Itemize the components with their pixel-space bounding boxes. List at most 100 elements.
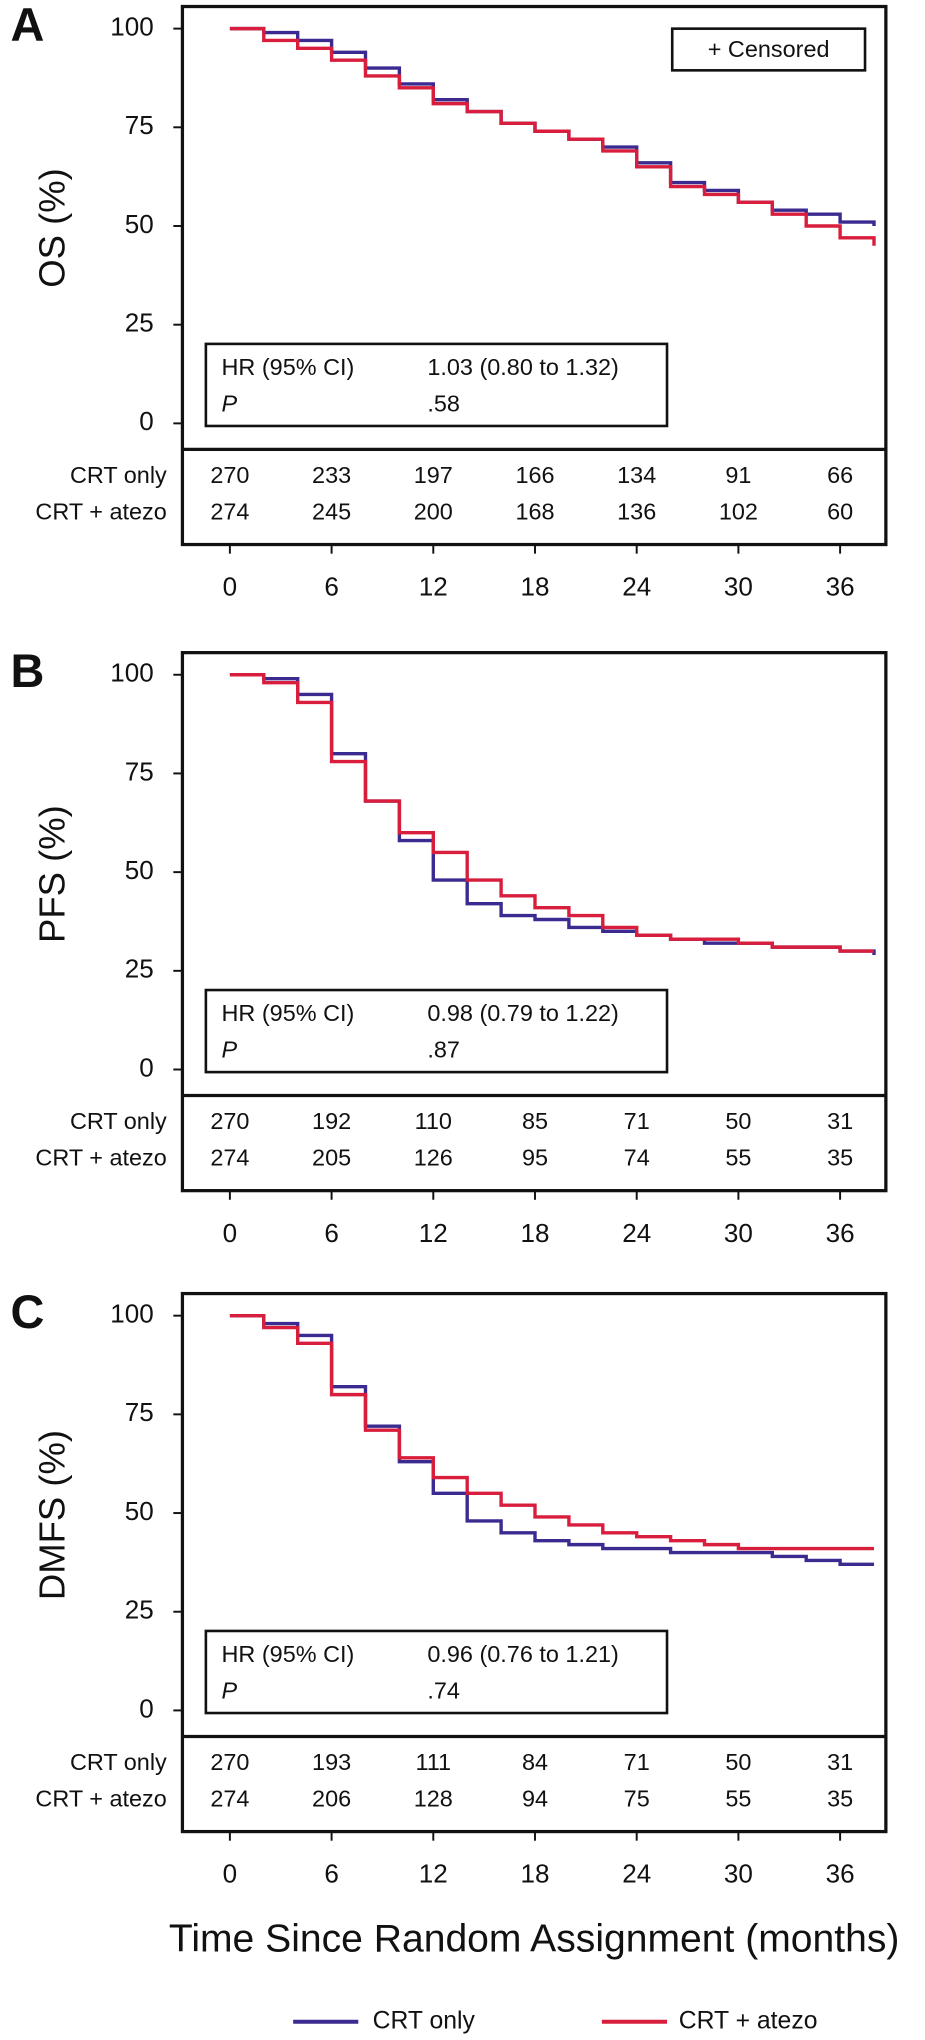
at-risk-value: 91 [725,462,751,488]
y-tick-label: 75 [125,756,154,786]
at-risk-value: 35 [827,1145,853,1171]
at-risk-value: 60 [827,498,853,524]
at-risk-value: 71 [624,1108,650,1134]
at-risk-value: 110 [415,1108,452,1134]
y-axis-label: DMFS (%) [31,1430,72,1600]
x-tick-label: 0 [223,1859,238,1889]
at-risk-value: 50 [725,1749,751,1775]
at-risk-value: 245 [312,498,351,524]
y-tick-label: 50 [125,855,154,885]
y-tick-label: 100 [110,11,153,41]
at-risk-value: 270 [210,462,249,488]
at-risk-value: 85 [522,1108,548,1134]
y-axis-label: OS (%) [31,168,72,288]
at-risk-value: 193 [312,1749,351,1775]
censored-legend: + Censored [708,36,830,62]
x-tick-label: 18 [521,1859,550,1889]
at-risk-value: 274 [210,1145,249,1171]
at-risk-value: 126 [414,1145,453,1171]
legend-label: CRT only [373,2007,476,2034]
at-risk-value: 102 [719,498,758,524]
x-tick-label: 18 [521,572,550,602]
y-tick-label: 25 [125,954,154,984]
y-tick-label: 75 [125,110,154,140]
at-risk-value: 75 [624,1785,650,1811]
at-risk-value: 35 [827,1785,853,1811]
at-risk-value: 128 [414,1785,453,1811]
stats-value: .58 [427,390,460,416]
at-risk-value: 270 [210,1108,249,1134]
risk-row-label: CRT + atezo [35,1145,166,1171]
x-tick-label: 12 [419,1859,448,1889]
stats-value: 0.96 (0.76 to 1.21) [427,1641,619,1667]
stats-label: P [222,390,238,416]
at-risk-value: 197 [414,462,453,488]
x-tick-label: 6 [324,1218,339,1248]
x-tick-label: 36 [826,1218,855,1248]
x-tick-label: 12 [419,572,448,602]
y-tick-label: 0 [139,1052,154,1082]
y-tick-label: 50 [125,209,154,239]
at-risk-value: 233 [312,462,351,488]
risk-row-label: CRT + atezo [35,498,166,524]
at-risk-value: 274 [210,1785,249,1811]
x-tick-label: 12 [419,1218,448,1248]
at-risk-value: 134 [617,462,656,488]
y-tick-label: 25 [125,308,154,338]
at-risk-value: 111 [415,1749,451,1775]
survival-curve [229,1313,875,1567]
risk-row-label: CRT only [70,1108,167,1134]
x-tick-label: 36 [826,572,855,602]
x-tick-label: 18 [521,1218,550,1248]
stats-value: 1.03 (0.80 to 1.32) [427,354,619,380]
x-tick-label: 6 [324,572,339,602]
at-risk-value: 94 [522,1785,548,1811]
stats-label: HR (95% CI) [222,1641,355,1667]
at-risk-value: 205 [312,1145,351,1171]
y-tick-label: 0 [139,406,154,436]
at-risk-value: 192 [312,1108,351,1134]
at-risk-value: 50 [725,1108,751,1134]
x-tick-label: 0 [223,572,238,602]
stats-box [204,342,669,428]
at-risk-value: 200 [414,498,453,524]
survival-curve [229,1313,875,1551]
stats-label: P [222,1677,238,1703]
x-tick-label: 30 [724,572,753,602]
at-risk-value: 206 [312,1785,351,1811]
x-tick-label: 30 [724,1218,753,1248]
x-tick-label: 0 [223,1218,238,1248]
risk-row-label: CRT only [70,462,167,488]
at-risk-value: 166 [515,462,554,488]
at-risk-value: 84 [522,1749,548,1775]
at-risk-value: 274 [210,498,249,524]
x-tick-label: 36 [826,1859,855,1889]
stats-box [204,988,669,1074]
at-risk-value: 31 [827,1749,853,1775]
panel: B PFS (%) 0 25 50 75 100 HR (95% CI) 0.98 (0.79 … [10,645,888,1248]
at-risk-value: 71 [624,1749,650,1775]
stats-value: .87 [427,1036,460,1062]
x-tick-label: 30 [724,1859,753,1889]
y-axis-label: PFS (%) [31,805,72,943]
y-tick-label: 50 [125,1496,154,1526]
censored-legend-box [670,27,867,72]
at-risk-value: 136 [617,498,656,524]
legend-label: CRT + atezo [679,2007,818,2034]
panel: A OS (%) 0 25 50 75 100 HR (95% CI) 1.03 (0.80 t… [10,0,888,602]
stats-value: .74 [427,1677,460,1703]
at-risk-value: 66 [827,462,853,488]
x-tick-label: 6 [324,1859,339,1889]
at-risk-value: 95 [522,1145,548,1171]
survival-curve [229,26,876,246]
panel-label: C [10,1286,44,1338]
x-tick-label: 24 [622,572,651,602]
at-risk-value: 55 [725,1785,751,1811]
y-tick-label: 100 [110,658,153,688]
panel: C DMFS (%) 0 25 50 75 100 HR (95% CI) 0.96 (0.76… [10,1286,888,1889]
risk-row-label: CRT + atezo [35,1785,166,1811]
survival-curve [229,673,876,956]
x-tick-label: 24 [622,1218,651,1248]
